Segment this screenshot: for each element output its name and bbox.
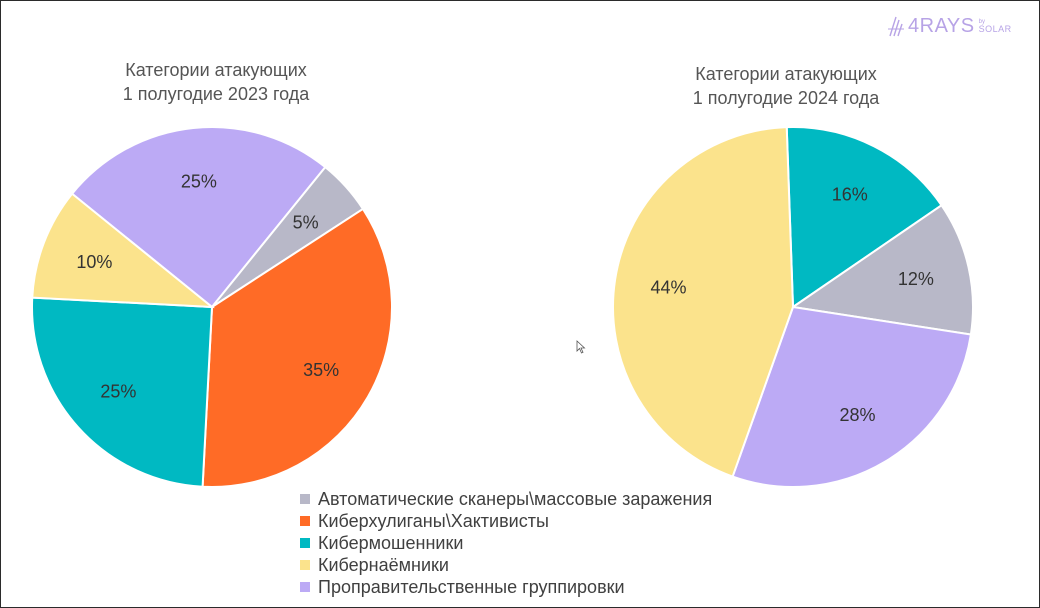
- logo-text: 4RAYS: [908, 14, 975, 37]
- pie-slice-2023-1: [201, 207, 393, 488]
- legend-swatch-3: [300, 560, 310, 570]
- logo-by: by: [978, 18, 985, 25]
- pie-label-2024-2: 16%: [832, 185, 868, 205]
- legend-item-1: Киберхулиганы\Хактивисты: [300, 510, 712, 532]
- pie-slice-2024-2: [785, 126, 943, 309]
- legend-swatch-2: [300, 538, 310, 548]
- legend-swatch-0: [300, 494, 310, 504]
- legend-label-3: Кибернаёмники: [318, 554, 449, 575]
- pie-label-2024-3: 44%: [650, 278, 686, 298]
- pie-label-2023-4: 25%: [181, 172, 217, 192]
- legend-swatch-4: [300, 582, 310, 592]
- pie-slice-2023-2: [31, 296, 214, 488]
- pie-label-2023-3: 10%: [76, 252, 112, 272]
- chart-title-2024: Категории атакующих 1 полугодие 2024 год…: [606, 62, 966, 110]
- pie-slice-2023-3: [31, 192, 216, 309]
- chart-title-2024-line2: 1 полугодие 2024 года: [692, 88, 880, 108]
- legend-item-0: Автоматические сканеры\массовые заражени…: [300, 488, 712, 510]
- chart-title-2023-line2: 1 полугодие 2023 года: [122, 84, 310, 104]
- rays-logo-icon: [888, 16, 904, 37]
- pie-label-2023-2: 25%: [100, 381, 136, 401]
- pie-slice-2024-0: [790, 203, 974, 336]
- legend-label-0: Автоматические сканеры\массовые заражени…: [318, 488, 713, 509]
- mouse-cursor-icon: [576, 340, 586, 354]
- chart-title-2024-line1: Категории атакующих: [695, 64, 877, 84]
- chart-legend: Автоматические сканеры\массовые заражени…: [300, 488, 712, 598]
- chart-title-2023: Категории атакующих 1 полугодие 2023 год…: [36, 58, 396, 106]
- legend-item-3: Кибернаёмники: [300, 554, 712, 576]
- pie-label-2024-4: 28%: [840, 405, 876, 425]
- brand-logo: 4RAYS by SOLAR: [888, 12, 1012, 40]
- legend-item-2: Кибермошенники: [300, 532, 712, 554]
- legend-label-4: Проправительственные группировки: [318, 576, 625, 597]
- pie-label-2024-0: 12%: [898, 269, 934, 289]
- pie-slice-2024-4: [731, 305, 973, 488]
- pie-slice-2024-3: [612, 126, 795, 478]
- logo-by-solar: by SOLAR: [979, 19, 1012, 34]
- pie-slice-2023-4: [70, 126, 327, 309]
- legend-label-2: Кибермошенники: [318, 532, 464, 553]
- legend-swatch-1: [300, 516, 310, 526]
- legend-item-4: Проправительственные группировки: [300, 576, 712, 598]
- chart-title-2023-line1: Категории атакующих: [125, 60, 307, 80]
- pie-label-2023-0: 5%: [293, 213, 319, 233]
- logo-solar: SOLAR: [978, 23, 1012, 34]
- pie-label-2023-1: 35%: [303, 360, 339, 380]
- legend-label-1: Киберхулиганы\Хактивисты: [318, 510, 549, 531]
